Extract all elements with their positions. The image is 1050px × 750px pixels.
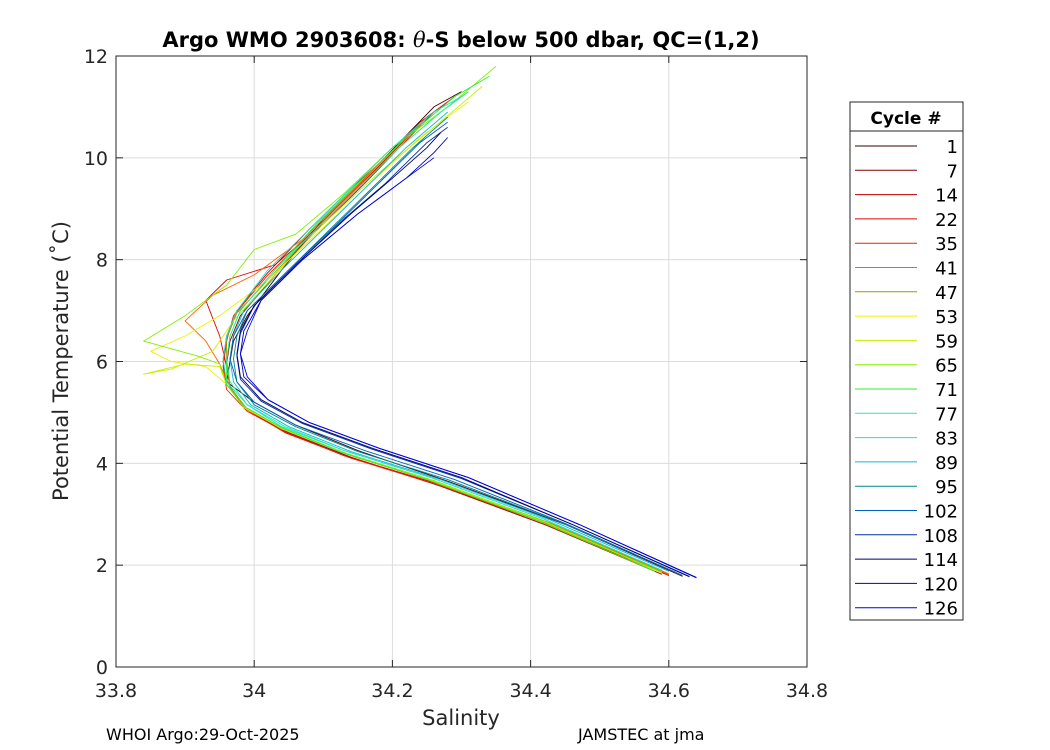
legend-label-cycle-53: 53 bbox=[935, 307, 958, 328]
series-line-cycle-22 bbox=[205, 111, 669, 576]
grid bbox=[116, 56, 807, 667]
legend-label-cycle-59: 59 bbox=[935, 331, 958, 352]
y-axis-label: Potential Temperature (˚C) bbox=[49, 221, 73, 501]
legend-box bbox=[849, 101, 964, 621]
legend-label-cycle-114: 114 bbox=[924, 550, 958, 571]
legend: Cycle # 17142235414753596571778389951021… bbox=[849, 101, 964, 621]
y-tick-label: 4 bbox=[96, 453, 108, 475]
footer-left-credit: WHOI Argo:29-Oct-2025 bbox=[106, 725, 300, 744]
x-tick-label: 34 bbox=[242, 680, 266, 702]
x-tick-label: 34.6 bbox=[648, 680, 690, 702]
legend-label-cycle-95: 95 bbox=[935, 477, 958, 498]
legend-label-cycle-35: 35 bbox=[935, 234, 958, 255]
legend-label-cycle-89: 89 bbox=[935, 453, 958, 474]
legend-label-cycle-41: 41 bbox=[935, 259, 958, 280]
legend-label-cycle-7: 7 bbox=[947, 161, 958, 182]
y-tick-label: 8 bbox=[96, 250, 108, 272]
series-line-cycle-95 bbox=[233, 116, 676, 573]
legend-label-cycle-102: 102 bbox=[924, 502, 958, 523]
y-tick-label: 0 bbox=[96, 657, 108, 679]
ticks: 33.8 34 34.2 34.4 34.6 34.8 0 2 4 6 8 10 12 bbox=[84, 46, 828, 702]
y-tick-label: 12 bbox=[84, 46, 108, 68]
legend-label-cycle-47: 47 bbox=[935, 283, 958, 304]
series-line-cycle-126 bbox=[239, 157, 697, 579]
plot-area: 33.8 34 34.2 34.4 34.6 34.8 0 2 4 6 8 10 12 bbox=[84, 46, 828, 702]
chart-title: Argo WMO 2903608: θ-S below 500 dbar, QC… bbox=[162, 28, 759, 52]
legend-label-cycle-120: 120 bbox=[924, 574, 958, 595]
legend-label-cycle-14: 14 bbox=[935, 186, 958, 207]
x-tick-label: 34.8 bbox=[786, 680, 828, 702]
y-tick-label: 6 bbox=[96, 352, 108, 374]
series-line-cycle-102 bbox=[229, 121, 683, 576]
series-layer bbox=[143, 65, 697, 579]
y-tick-label: 10 bbox=[84, 148, 108, 170]
x-tick-label: 33.8 bbox=[95, 680, 137, 702]
x-tick-label: 34.4 bbox=[509, 680, 551, 702]
legend-items: 1 7 14 22 35 41 47 53 59 65 71 77 83 89 95 102 108 114 120… bbox=[855, 137, 958, 620]
legend-label-cycle-77: 77 bbox=[935, 404, 958, 425]
footer-right-credit: JAMSTEC at jma bbox=[578, 725, 705, 744]
legend-label-cycle-65: 65 bbox=[935, 356, 958, 377]
legend-label-cycle-126: 126 bbox=[924, 599, 958, 620]
x-tick-label: 34.2 bbox=[371, 680, 413, 702]
series-line-cycle-35 bbox=[222, 96, 669, 576]
legend-label-cycle-83: 83 bbox=[935, 429, 958, 450]
series-line-cycle-83 bbox=[222, 96, 663, 571]
legend-label-cycle-71: 71 bbox=[935, 380, 958, 401]
x-axis-label: Salinity bbox=[422, 706, 500, 730]
series-line-cycle-65 bbox=[143, 65, 663, 573]
legend-title: Cycle # bbox=[870, 109, 941, 129]
legend-label-cycle-1: 1 bbox=[947, 137, 958, 158]
legend-label-cycle-22: 22 bbox=[935, 210, 958, 231]
legend-label-cycle-108: 108 bbox=[924, 526, 958, 547]
series-line-cycle-114 bbox=[236, 132, 690, 578]
y-tick-label: 2 bbox=[96, 555, 108, 577]
